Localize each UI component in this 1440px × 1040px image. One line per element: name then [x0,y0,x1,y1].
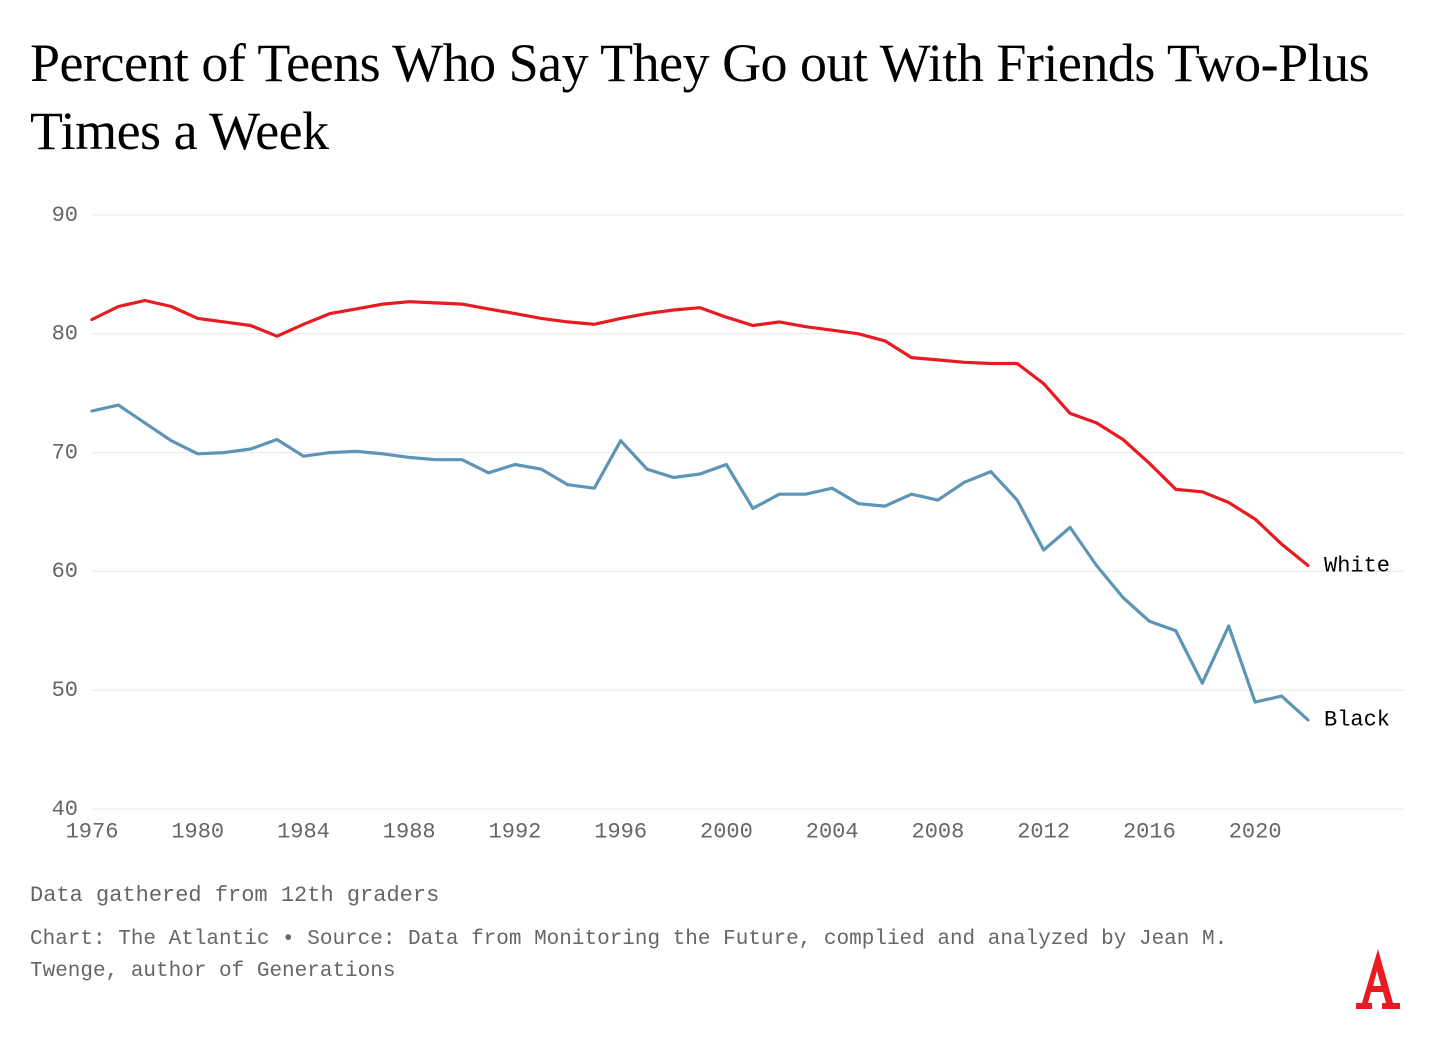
y-tick-label: 40 [52,797,78,822]
x-tick-label: 1996 [594,819,647,844]
chart-source: Chart: The Atlantic • Source: Data from … [30,924,1310,987]
series-label-white: White [1324,553,1390,578]
y-tick-label: 70 [52,440,78,465]
publisher-logo [1354,949,1402,1014]
x-tick-label: 1992 [489,819,542,844]
x-tick-label: 2004 [806,819,859,844]
y-tick-label: 90 [52,205,78,228]
chart-container: 40 50 60 70 80 90 1976 1980 1984 1988 1992 1996 2000… [30,205,1410,855]
series-line-white [92,301,1308,566]
x-tick-label: 1976 [66,819,119,844]
x-tick-label: 1988 [383,819,436,844]
x-tick-label: 2020 [1229,819,1282,844]
y-tick-label: 60 [52,559,78,584]
x-tick-label: 2008 [912,819,965,844]
x-tick-label: 2012 [1017,819,1070,844]
x-tick-label: 2000 [700,819,753,844]
y-tick-label: 50 [52,678,78,703]
series-label-black: Black [1324,708,1390,733]
x-tick-label: 2016 [1123,819,1176,844]
y-tick-label: 80 [52,322,78,347]
x-tick-label: 1980 [171,819,224,844]
logo-a-icon [1356,949,1400,1009]
chart-subtitle: Data gathered from 12th graders [30,883,1410,908]
chart-title: Percent of Teens Who Say They Go out Wit… [30,30,1410,165]
x-tick-label: 1984 [277,819,330,844]
line-chart: 40 50 60 70 80 90 1976 1980 1984 1988 1992 1996 2000… [30,205,1410,855]
